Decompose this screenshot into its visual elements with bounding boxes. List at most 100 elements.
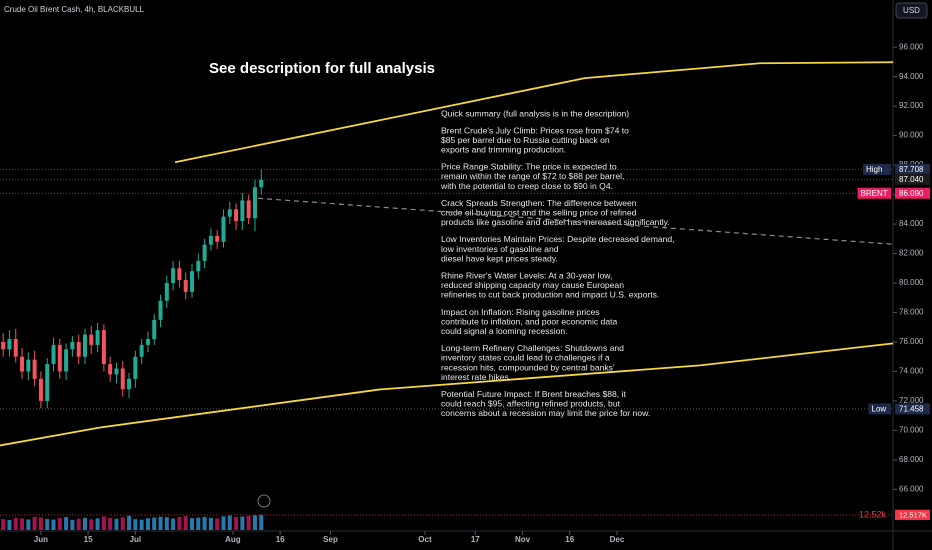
summary-line: $85 per barrel due to Russia cutting bac… [441,135,610,145]
summary-line: Potential Future Impact: If Brent breach… [441,389,626,399]
candle-body [215,235,220,242]
candle-body [158,300,163,320]
level-name: Low [872,405,887,414]
volume-bar [82,517,87,530]
level-value: 87.040 [899,175,924,184]
volume-bar [1,519,6,530]
currency[interactable]: USD [903,6,920,15]
volume-bar [20,518,25,530]
y-tick-label: 84.000 [899,219,924,228]
volume-tag [895,509,930,520]
candle-body [108,364,113,375]
candle-body [20,356,25,372]
summary-line: reduced shipping capacity may cause Euro… [441,280,624,290]
volume-bar [234,517,239,530]
candle-body [152,319,157,340]
volume-bar [164,517,169,530]
summary-line: Low Inventories Maintain Prices: Despite… [441,234,675,244]
summary-line: Rhine River's Water Levels: At a 30-year… [441,270,612,280]
volume-bar [120,517,125,530]
candle-body [145,339,150,345]
volume-bar [51,519,56,530]
candle-body [64,349,69,372]
volume-bar [70,519,75,530]
summary-line: interest rate hikes. [441,372,511,382]
candle-body [234,209,239,222]
volume-value: 12.52k [859,509,887,519]
y-tick-label: 94.000 [899,72,924,81]
volume-bar [246,515,251,530]
volume-bar [89,519,94,530]
y-tick-label: 82.000 [899,249,924,258]
volume-bar [101,516,106,530]
summary-line: inventory states could lead to challenge… [441,353,610,363]
summary-line: Long-term Refinery Challenges: Shutdowns… [441,343,624,353]
volume-bar [38,517,43,530]
volume-bar [158,516,163,530]
volume-bar [133,519,138,530]
summary-line: concerns about a recession may limit the… [441,408,650,418]
candle-body [51,344,56,365]
candle-body [38,378,43,401]
candle-body [13,339,18,357]
summary-line: low inventories of gasoline and [441,244,559,254]
y-tick-label: 90.000 [899,131,924,140]
candle-body [202,244,207,261]
summary-line: Crack Spreads Strengthen: The difference… [441,198,637,208]
volume-bar [177,516,182,530]
candle-body [32,359,37,379]
y-tick-label: 76.000 [899,337,924,346]
y-tick-label: 66.000 [899,484,924,493]
summary-line: with the potential to creep close to $90… [440,181,613,191]
candle-body [133,356,138,379]
volume-bar [190,518,195,530]
candle-body [7,339,12,350]
volume-bar [152,517,157,530]
candle-body [183,280,188,292]
volume-bar [64,517,69,530]
candle-body [57,344,62,372]
volume-bar [145,518,150,530]
volume-bar [13,517,18,530]
summary-line: exports and trimming production. [441,144,566,154]
level-name-tag [868,403,891,415]
summary-line: diesel have kept prices steady. [441,253,558,263]
volume-bar [252,515,257,530]
volume-bar [26,519,31,530]
level-value: 71.458 [899,405,924,414]
candle-body [227,209,232,217]
candle-body [101,330,106,365]
x-tick-label: Jun [34,535,48,544]
y-tick-label: 70.000 [899,426,924,435]
candle-body [95,330,100,345]
level-tag [895,403,930,415]
candle-body [76,341,81,357]
candle-body [1,341,6,350]
candle-body [164,283,169,301]
event-icon[interactable] [257,494,271,508]
candle-body [190,271,195,292]
summary-line: Brent Crude's July Climb: Prices rose fr… [441,125,629,135]
candle-body [221,216,226,242]
level-value: 87.708 [899,165,924,174]
volume-bar [259,514,264,530]
summary-line: recession hits, compounded by central ba… [441,362,615,372]
summary-line: could reach $95, affecting refined produ… [441,399,621,409]
volume-bar [202,516,207,530]
trendline [174,61,894,164]
candle-body [246,200,251,219]
currency-button[interactable] [895,2,928,19]
level-tag [895,163,930,175]
candle-body [171,268,176,284]
volume-bar [139,519,144,530]
summary-line: products like gasoline and diesel has in… [441,217,670,227]
candle-body [196,260,201,272]
y-tick-label: 80.000 [899,278,924,287]
x-tick-label: Oct [418,535,432,544]
volume-bar [76,518,81,530]
x-tick-label: Aug [225,535,241,544]
y-tick-label: 74.000 [899,367,924,376]
summary-line: Impact on Inflation: Rising gasoline pri… [441,307,600,317]
volume-tag-label: 12.517K [899,510,927,519]
